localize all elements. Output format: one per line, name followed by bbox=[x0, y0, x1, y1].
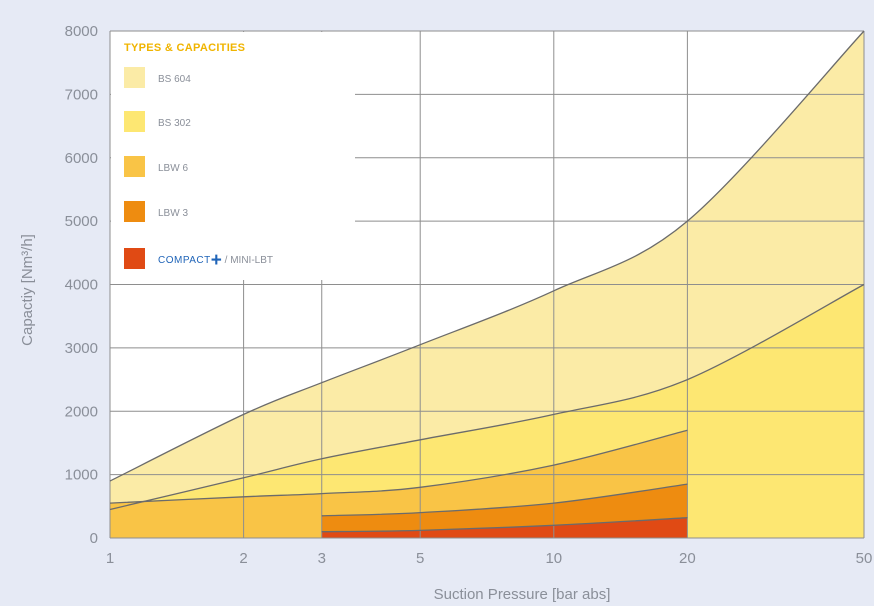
legend-label: BS 302 bbox=[158, 118, 191, 129]
legend: TYPES & CAPACITIES BS 604 BS 302 LBW 6 LBW … bbox=[111, 32, 355, 280]
y-tick-label: 3000 bbox=[65, 340, 98, 357]
legend-swatch bbox=[124, 111, 145, 132]
y-axis-ticks: 0 1000 2000 3000 4000 5000 6000 7000 8000 bbox=[65, 23, 98, 547]
legend-swatch bbox=[124, 201, 145, 222]
x-tick-label: 50 bbox=[856, 550, 873, 567]
area-outline-5 bbox=[321, 517, 688, 533]
area-outline-2 bbox=[109, 283, 865, 511]
y-tick-label: 8000 bbox=[65, 23, 98, 40]
y-axis-title: Capactiy [Nm³/h] bbox=[19, 234, 36, 346]
legend-swatch bbox=[124, 248, 145, 269]
x-tick-label: 5 bbox=[416, 550, 424, 567]
x-axis-title: Suction Pressure [bar abs] bbox=[434, 586, 611, 603]
y-tick-label: 2000 bbox=[65, 403, 98, 420]
legend-label: COMPACT+ / MINI-LBT bbox=[158, 250, 273, 271]
y-tick-label: 1000 bbox=[65, 467, 98, 484]
y-tick-label: 6000 bbox=[65, 150, 98, 167]
legend-background bbox=[111, 32, 355, 280]
x-axis-ticks: 1 2 3 5 10 20 50 bbox=[106, 550, 873, 567]
area-outline-3 bbox=[109, 429, 688, 504]
x-tick-label: 2 bbox=[239, 550, 247, 567]
legend-swatch bbox=[124, 67, 145, 88]
y-tick-label: 7000 bbox=[65, 86, 98, 103]
legend-label: BS 604 bbox=[158, 74, 191, 85]
legend-title: TYPES & CAPACITIES bbox=[124, 42, 245, 54]
legend-label: LBW 3 bbox=[158, 208, 188, 219]
y-tick-label: 4000 bbox=[65, 277, 98, 294]
area-outline-4 bbox=[321, 483, 688, 517]
legend-swatch bbox=[124, 156, 145, 177]
series-outlines bbox=[109, 30, 865, 533]
x-tick-label: 10 bbox=[545, 550, 562, 567]
x-tick-label: 20 bbox=[679, 550, 696, 567]
y-tick-label: 5000 bbox=[65, 213, 98, 230]
legend-label: LBW 6 bbox=[158, 163, 188, 174]
y-tick-label: 0 bbox=[90, 530, 98, 547]
x-tick-label: 3 bbox=[318, 550, 326, 567]
x-tick-label: 1 bbox=[106, 550, 114, 567]
area-outline-1 bbox=[109, 30, 865, 482]
